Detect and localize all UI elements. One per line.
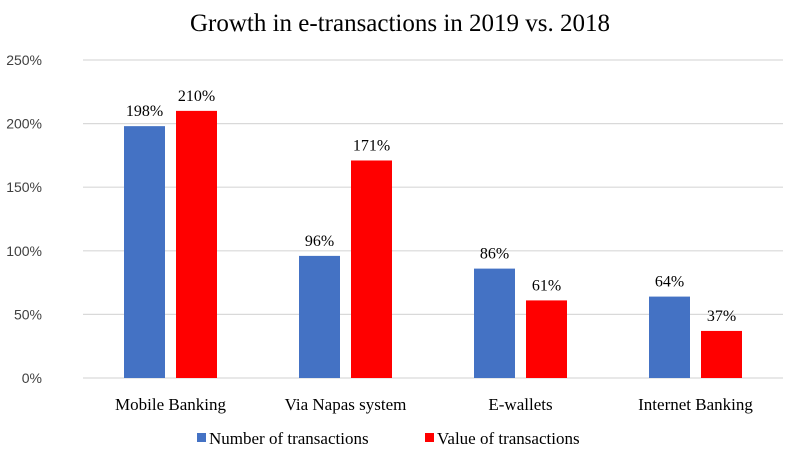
chart-title: Growth in e-transactions in 2019 vs. 201…: [190, 10, 610, 37]
bar-number: [299, 255, 340, 378]
data-label: 86%: [480, 246, 509, 263]
legend: Number of transactions Value of transacti…: [197, 429, 580, 448]
data-label: 64%: [655, 274, 684, 291]
y-tick-label: 50%: [14, 306, 42, 322]
data-label: 171%: [353, 137, 390, 154]
y-tick-label: 150%: [6, 179, 42, 195]
y-tick-label: 200%: [6, 116, 42, 132]
legend-label: Number of transactions: [209, 429, 369, 448]
y-tick-label: 0%: [22, 370, 42, 386]
bar-value: [351, 160, 392, 378]
bar-value: [176, 110, 217, 378]
category-label: Mobile Banking: [115, 395, 226, 414]
data-label: 198%: [126, 103, 163, 120]
category-label: Internet Banking: [638, 395, 753, 414]
y-axis-ticks: 0% 50% 100% 150% 200% 250%: [6, 52, 42, 386]
bars: [124, 110, 742, 378]
category-label: Via Napas system: [285, 395, 407, 414]
data-label: 37%: [707, 308, 736, 325]
category-labels: Mobile Banking Via Napas system E-wallets I…: [115, 395, 753, 414]
data-label: 210%: [178, 88, 215, 105]
y-tick-label: 250%: [6, 52, 42, 68]
y-tick-label: 100%: [6, 243, 42, 259]
legend-label: Value of transactions: [437, 429, 580, 448]
bar-value: [526, 300, 567, 378]
data-labels: 198% 210% 96% 171% 86% 61% 64% 37%: [126, 88, 736, 325]
bar-value: [701, 330, 742, 378]
data-label: 61%: [532, 277, 561, 294]
legend-swatch: [197, 433, 206, 442]
bar-number: [649, 296, 690, 378]
bar-number: [124, 126, 165, 378]
legend-swatch: [425, 433, 434, 442]
category-label: E-wallets: [488, 395, 552, 414]
data-label: 96%: [305, 233, 334, 250]
bar-number: [474, 268, 515, 378]
